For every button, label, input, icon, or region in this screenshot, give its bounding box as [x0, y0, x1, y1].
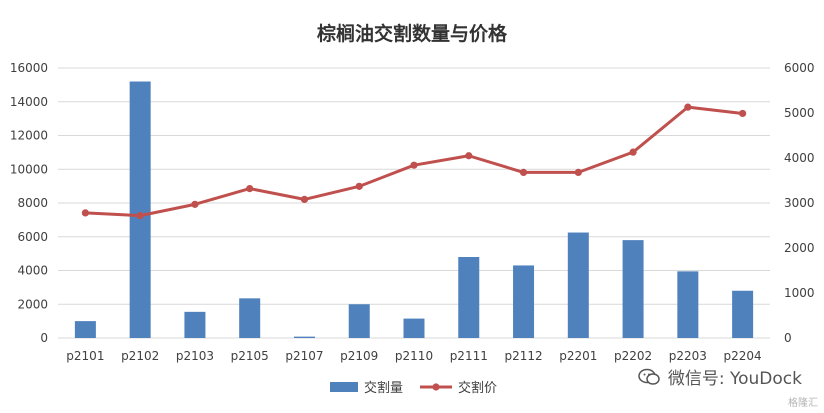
x-tick-label: p2112 — [504, 349, 542, 363]
y-left-tick-label: 4000 — [17, 264, 48, 278]
line-point — [191, 200, 199, 208]
line-point — [465, 152, 473, 160]
line-point — [574, 168, 582, 176]
line-point — [246, 185, 254, 193]
legend-line-marker — [432, 383, 440, 391]
y-left-tick-label: 16000 — [10, 61, 48, 75]
bar — [348, 304, 370, 338]
bar — [74, 321, 96, 338]
y-right-tick-label: 6000 — [784, 61, 815, 75]
x-tick-label: p2204 — [724, 349, 762, 363]
x-tick-label: p2110 — [395, 349, 433, 363]
line-point — [684, 103, 692, 111]
bar — [293, 336, 315, 338]
line-point — [410, 161, 418, 169]
legend-bar-swatch — [330, 382, 358, 392]
line-point — [300, 195, 309, 203]
bar — [732, 290, 754, 338]
y-right-tick-label: 1000 — [784, 286, 815, 300]
bar — [129, 81, 151, 338]
y-right-tick-label: 3000 — [784, 196, 815, 210]
x-tick-label: p2111 — [450, 349, 488, 363]
y-axis-left: 0 2000 4000 6000 8000 10000 12000 14000 16000 — [10, 61, 48, 345]
legend: 交割量 交割价 — [330, 380, 497, 396]
gridlines — [58, 67, 770, 339]
y-left-tick-label: 10000 — [10, 162, 48, 176]
y-left-tick-label: 0 — [40, 331, 48, 345]
legend-bar-label: 交割量 — [364, 380, 403, 396]
bar — [184, 311, 206, 338]
x-tick-label: p2202 — [614, 349, 652, 363]
line-point — [629, 148, 637, 156]
line-point — [519, 168, 528, 176]
y-left-tick-label: 6000 — [17, 230, 48, 244]
brand-logo: 格隆汇 — [788, 398, 818, 409]
y-left-tick-label: 14000 — [10, 95, 48, 109]
x-tick-label: p2101 — [66, 349, 104, 363]
y-axis-right: 0 1000 2000 3000 4000 5000 6000 — [784, 61, 815, 345]
bar — [403, 318, 425, 338]
y-right-tick-label: 0 — [784, 331, 792, 345]
x-tick-label: p2109 — [340, 349, 378, 363]
wechat-icon — [638, 368, 660, 385]
bar — [567, 232, 589, 338]
watermark: 微信号: YouDock — [638, 364, 802, 389]
bar — [677, 271, 699, 338]
y-left-tick-label: 12000 — [10, 129, 48, 143]
line-point — [81, 209, 89, 217]
price-line — [85, 105, 743, 218]
x-tick-label: p2105 — [231, 349, 269, 363]
bar — [513, 265, 535, 338]
bar-series — [74, 81, 754, 338]
x-tick-label: p2201 — [559, 349, 597, 363]
y-left-tick-label: 8000 — [17, 196, 48, 210]
line-point — [739, 109, 747, 118]
legend-line-label: 交割价 — [458, 380, 497, 396]
line-series — [81, 103, 747, 220]
chart-title: 棕榈油交割数量与价格 — [317, 22, 508, 45]
y-left-tick-label: 2000 — [17, 297, 48, 311]
x-tick-label: p2107 — [285, 349, 323, 363]
line-point — [355, 182, 363, 190]
watermark-text: 微信号: YouDock — [667, 369, 802, 389]
bar — [239, 298, 261, 338]
x-tick-label: p2102 — [121, 349, 159, 363]
bar — [458, 257, 480, 338]
x-tick-label: p2203 — [669, 349, 707, 363]
line-point — [136, 212, 144, 220]
bar — [622, 240, 644, 338]
y-right-tick-label: 5000 — [784, 106, 815, 120]
y-right-tick-label: 4000 — [784, 151, 815, 165]
y-right-tick-label: 2000 — [784, 241, 815, 255]
x-axis: p2101 p2102 p2103 p2105 p2107 p2109 p2110 p2111… — [66, 349, 761, 363]
x-tick-label: p2103 — [176, 349, 214, 363]
